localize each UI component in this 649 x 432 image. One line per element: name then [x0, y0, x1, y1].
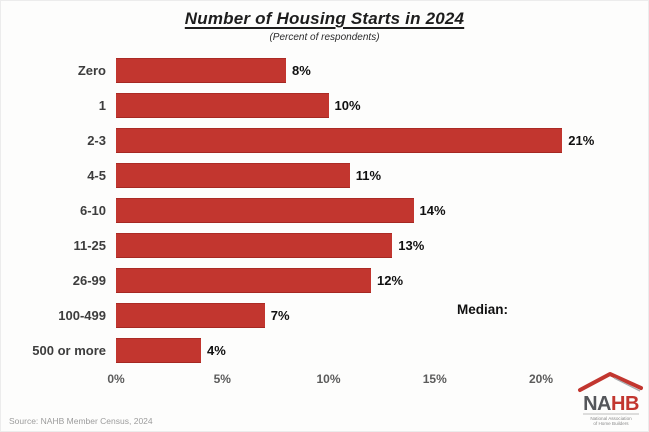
bar: [116, 268, 371, 293]
source-note: Source: NAHB Member Census, 2024: [9, 416, 153, 426]
x-tick-label: 10%: [316, 372, 340, 386]
median-label: Median:: [457, 302, 508, 317]
bar: [116, 303, 265, 328]
chart-row: 6-10 14%: [1, 193, 648, 228]
bar-chart: Zero 8% 1 10% 2-3 21% 4-5 11% 6-10 14% 1…: [1, 53, 648, 368]
category-label: 500 or more: [1, 343, 116, 358]
category-label: 2-3: [1, 133, 116, 148]
category-label: Zero: [1, 63, 116, 78]
value-label: 7%: [271, 308, 290, 323]
value-label: 11%: [356, 168, 381, 183]
value-label: 8%: [292, 63, 311, 78]
bar: [116, 198, 414, 223]
bar: [116, 93, 329, 118]
bar: [116, 233, 392, 258]
value-label: 4%: [207, 343, 226, 358]
nahb-logo-graphic: NAHB National Association of Home Builde…: [577, 370, 645, 428]
chart-row: 1 10%: [1, 88, 648, 123]
bar: [116, 163, 350, 188]
chart-row: 11-25 13%: [1, 228, 648, 263]
x-axis: 0% 5% 10% 15% 20%: [1, 372, 648, 390]
slide: Number of Housing Starts in 2024 (Percen…: [0, 0, 649, 432]
x-tick-label: 15%: [423, 372, 447, 386]
logo-tagline-line2: of Home Builders: [593, 421, 629, 426]
chart-header: Number of Housing Starts in 2024 (Percen…: [1, 9, 648, 43]
value-label: 21%: [568, 133, 594, 148]
bar: [116, 128, 562, 153]
value-label: 13%: [398, 238, 424, 253]
category-label: 6-10: [1, 203, 116, 218]
category-label: 100-499: [1, 308, 116, 323]
value-label: 14%: [420, 203, 446, 218]
chart-row: 4-5 11%: [1, 158, 648, 193]
chart-title: Number of Housing Starts in 2024: [185, 9, 464, 29]
chart-row: Zero 8%: [1, 53, 648, 88]
bar: [116, 58, 286, 83]
value-label: 10%: [335, 98, 361, 113]
x-tick-label: 20%: [529, 372, 553, 386]
category-label: 11-25: [1, 238, 116, 253]
nahb-logo: NAHB National Association of Home Builde…: [577, 370, 645, 428]
category-label: 4-5: [1, 168, 116, 183]
chart-row: 100-499 7%: [1, 298, 648, 333]
chart-subtitle: (Percent of respondents): [1, 32, 648, 43]
logo-wordmark: NAHB: [583, 393, 639, 415]
category-label: 1: [1, 98, 116, 113]
category-label: 26-99: [1, 273, 116, 288]
x-tick-label: 5%: [214, 372, 231, 386]
chart-row: 2-3 21%: [1, 123, 648, 158]
x-tick-label: 0%: [107, 372, 124, 386]
bar: [116, 338, 201, 363]
value-label: 12%: [377, 273, 403, 288]
chart-row: 500 or more 4%: [1, 333, 648, 368]
chart-row: 26-99 12%: [1, 263, 648, 298]
